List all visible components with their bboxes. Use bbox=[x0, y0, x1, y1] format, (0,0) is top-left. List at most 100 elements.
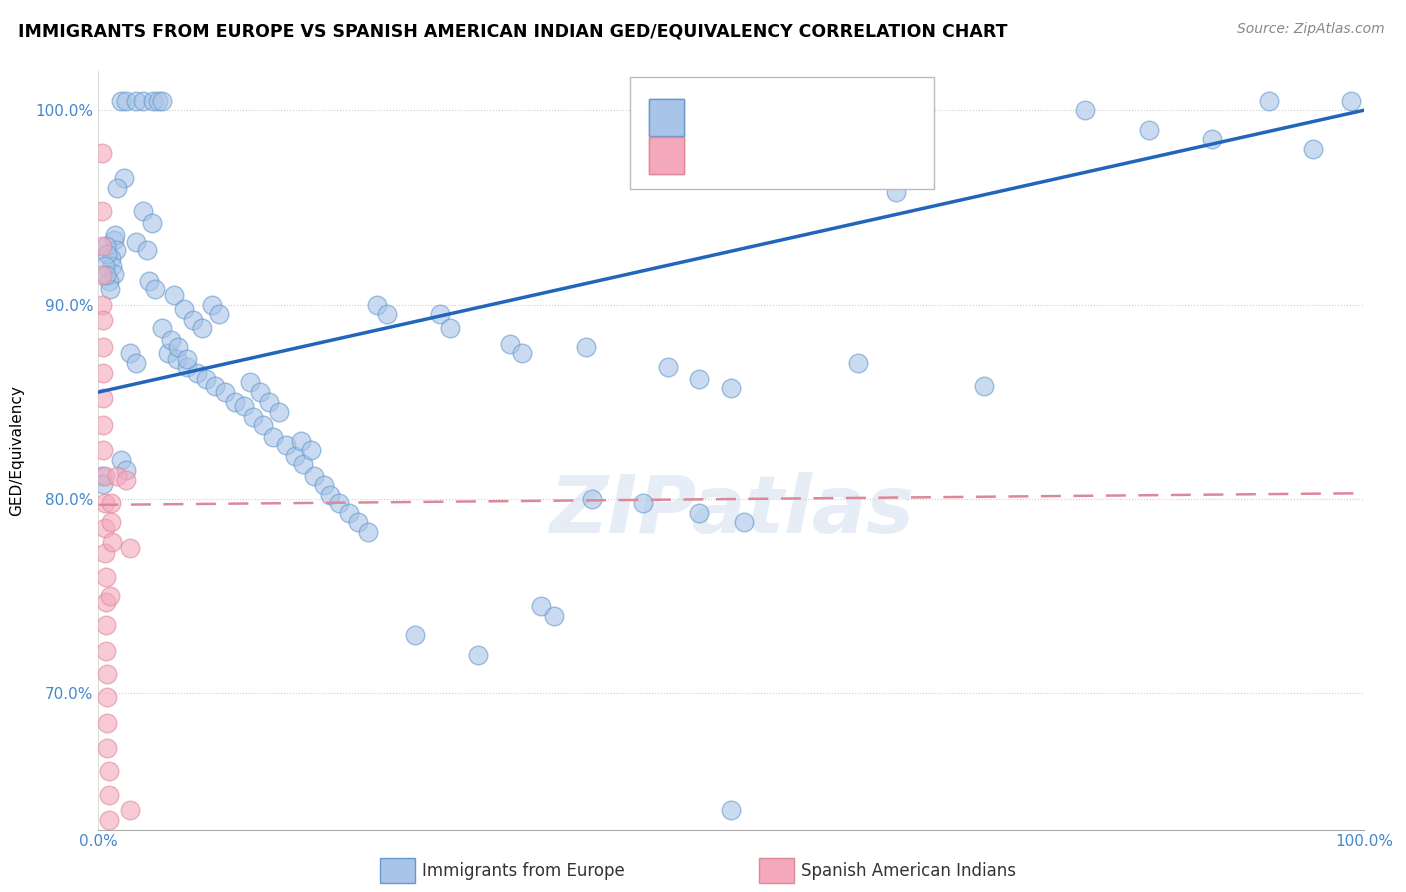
FancyBboxPatch shape bbox=[648, 137, 685, 174]
Point bbox=[141, 216, 163, 230]
Point bbox=[138, 274, 160, 288]
Point bbox=[115, 463, 138, 477]
Point bbox=[112, 171, 135, 186]
Point bbox=[125, 356, 148, 370]
Text: 0.297: 0.297 bbox=[751, 109, 807, 127]
Point bbox=[150, 321, 173, 335]
Point bbox=[581, 491, 603, 506]
Point bbox=[302, 468, 325, 483]
Point bbox=[262, 430, 284, 444]
Point bbox=[191, 321, 214, 335]
Point bbox=[120, 541, 141, 555]
Y-axis label: GED/Equivalency: GED/Equivalency bbox=[10, 385, 24, 516]
Point bbox=[688, 506, 710, 520]
Text: R =: R = bbox=[699, 146, 735, 164]
Point bbox=[115, 473, 138, 487]
Point bbox=[93, 476, 115, 491]
Point bbox=[720, 803, 742, 817]
Text: 79: 79 bbox=[887, 109, 911, 127]
Point bbox=[91, 298, 114, 312]
Point bbox=[163, 288, 186, 302]
Point bbox=[98, 282, 121, 296]
Point bbox=[201, 298, 224, 312]
Point bbox=[688, 371, 710, 385]
Point bbox=[208, 307, 231, 321]
FancyBboxPatch shape bbox=[648, 99, 685, 136]
Text: R =: R = bbox=[699, 109, 735, 127]
Point bbox=[292, 457, 315, 471]
Point bbox=[103, 267, 125, 281]
Point bbox=[132, 94, 155, 108]
Point bbox=[467, 648, 489, 662]
Point bbox=[101, 259, 124, 273]
Point bbox=[1302, 142, 1324, 156]
Point bbox=[366, 298, 388, 312]
Point bbox=[101, 534, 124, 549]
Point bbox=[97, 764, 120, 779]
Point bbox=[96, 690, 118, 705]
Point bbox=[1074, 103, 1097, 118]
Point bbox=[167, 340, 190, 354]
Point bbox=[404, 628, 426, 642]
Point bbox=[657, 359, 679, 374]
Point bbox=[214, 385, 236, 400]
Point bbox=[94, 643, 117, 657]
Point bbox=[183, 313, 205, 327]
Point bbox=[439, 321, 461, 335]
Point bbox=[884, 185, 907, 199]
Point bbox=[107, 468, 129, 483]
Point bbox=[328, 496, 350, 510]
Point bbox=[233, 399, 256, 413]
Point bbox=[1137, 122, 1160, 136]
Point bbox=[145, 282, 166, 296]
Point bbox=[252, 418, 274, 433]
Text: IMMIGRANTS FROM EUROPE VS SPANISH AMERICAN INDIAN GED/EQUIVALENCY CORRELATION CH: IMMIGRANTS FROM EUROPE VS SPANISH AMERIC… bbox=[18, 22, 1008, 40]
Point bbox=[115, 94, 138, 108]
Point bbox=[93, 496, 117, 510]
Point bbox=[93, 259, 117, 273]
Point bbox=[249, 385, 271, 400]
Point bbox=[93, 443, 115, 458]
Point bbox=[375, 307, 398, 321]
Point bbox=[290, 434, 312, 448]
Point bbox=[1201, 132, 1223, 146]
Point bbox=[94, 618, 117, 632]
Point bbox=[319, 488, 342, 502]
Text: 0.004: 0.004 bbox=[751, 146, 807, 164]
Point bbox=[107, 181, 129, 195]
Point bbox=[125, 235, 148, 250]
Point bbox=[274, 437, 297, 451]
Point bbox=[846, 356, 869, 370]
Point bbox=[973, 379, 995, 393]
Point bbox=[91, 468, 114, 483]
Point bbox=[96, 667, 118, 681]
Point bbox=[93, 391, 115, 405]
Point bbox=[110, 94, 132, 108]
Point bbox=[733, 516, 755, 530]
Point bbox=[93, 340, 115, 354]
Point bbox=[100, 496, 122, 510]
Point bbox=[132, 204, 155, 219]
Point bbox=[93, 468, 117, 483]
Point bbox=[357, 525, 380, 540]
Point bbox=[91, 268, 114, 283]
Point bbox=[93, 366, 115, 380]
Point bbox=[631, 496, 654, 510]
Point bbox=[100, 516, 122, 530]
Point bbox=[312, 478, 335, 492]
Point bbox=[150, 94, 173, 108]
Point bbox=[104, 227, 127, 242]
Point bbox=[429, 307, 451, 321]
Text: N =: N = bbox=[820, 146, 868, 164]
Point bbox=[135, 244, 157, 258]
Point bbox=[574, 340, 596, 354]
Point bbox=[186, 366, 208, 380]
Point bbox=[97, 274, 120, 288]
Text: 34: 34 bbox=[887, 146, 911, 164]
Point bbox=[94, 570, 117, 584]
Point bbox=[224, 395, 246, 409]
Point bbox=[512, 346, 534, 360]
Point bbox=[93, 313, 115, 327]
Point bbox=[284, 450, 307, 464]
Point bbox=[93, 418, 115, 433]
